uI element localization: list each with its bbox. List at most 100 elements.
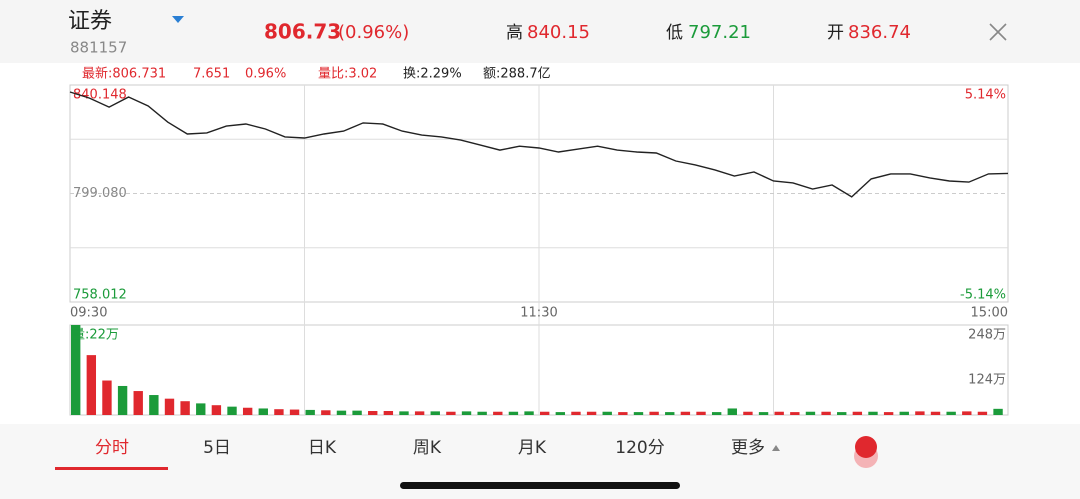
volume-bar	[289, 409, 300, 415]
y-tick-label: 840.148	[73, 88, 127, 103]
record-button[interactable]	[855, 436, 877, 458]
volume-bar	[571, 411, 581, 415]
info-volume-ratio: 量比:3.02	[318, 67, 377, 82]
volume-bar	[211, 405, 222, 415]
volume-bar	[837, 412, 847, 415]
volume-bar	[149, 395, 159, 415]
y2-tick-label: 5.14%	[965, 88, 1006, 103]
high-value: 840.15	[527, 22, 590, 43]
volume-bar	[164, 398, 175, 415]
info-amount: 额:288.7亿	[483, 67, 551, 82]
volume-bar	[133, 391, 143, 415]
info-turnover: 换:2.29%	[403, 67, 462, 82]
y2-tick-label: -5.14%	[960, 288, 1006, 303]
volume-bar	[993, 408, 1003, 415]
volume-bar	[946, 411, 956, 415]
x-tick-label: 09:30	[70, 306, 107, 321]
dropdown-icon[interactable]	[172, 16, 184, 23]
volume-bar	[540, 411, 550, 415]
y-tick-label: 758.012	[73, 288, 127, 303]
volume-bar	[930, 411, 941, 415]
volume-bar	[446, 411, 456, 415]
volume-bar	[727, 408, 737, 415]
volume-bar	[352, 410, 362, 415]
volume-bar	[899, 411, 909, 415]
volume-bar	[790, 412, 800, 415]
tab[interactable]: 5日	[203, 438, 231, 458]
home-indicator	[400, 482, 680, 489]
tab-underline	[55, 467, 168, 470]
tab[interactable]: 分时	[95, 438, 129, 458]
stock-code: 881157	[70, 39, 127, 57]
volume-bar	[242, 407, 253, 415]
volume-bar	[711, 412, 722, 415]
volume-bar	[696, 411, 706, 415]
volume-bar	[915, 411, 925, 415]
close-button[interactable]	[989, 23, 1007, 41]
volume-bar	[883, 412, 894, 415]
y-tick-label: 248万	[968, 328, 1006, 343]
volume-bar	[368, 411, 378, 415]
more-arrow	[772, 445, 780, 451]
volume-bar	[649, 411, 659, 415]
tab[interactable]: 日K	[308, 438, 337, 458]
volume-bar	[493, 411, 503, 415]
y-tick-label: 124万	[968, 373, 1006, 388]
info-pct: 0.96%	[245, 67, 286, 82]
tab[interactable]: 月K	[518, 438, 547, 458]
info-change: 7.651	[193, 67, 230, 82]
volume-bar	[852, 411, 863, 415]
stock-name[interactable]: 证券	[68, 9, 112, 34]
price: 806.73	[264, 20, 341, 44]
volume-bar	[805, 411, 816, 415]
x-tick-label: 15:00	[971, 306, 1008, 321]
volume-bar	[868, 411, 878, 415]
volume-bar	[461, 411, 472, 415]
volume-bar	[180, 401, 190, 415]
high-label: 高	[506, 23, 523, 43]
volume-bar	[633, 412, 644, 415]
open-value: 836.74	[848, 22, 911, 43]
volume-bar	[305, 409, 315, 415]
volume-bar	[274, 409, 284, 415]
volume-bar	[196, 403, 206, 415]
header-bar	[0, 0, 1080, 63]
volume-bar	[524, 411, 534, 415]
volume-bar	[602, 411, 612, 415]
volume-bar	[258, 408, 268, 415]
volume-bar	[977, 411, 988, 415]
volume-bar	[102, 380, 112, 415]
tab[interactable]: 120分	[615, 438, 664, 458]
open-label: 开	[827, 23, 844, 43]
volume-bar	[336, 410, 347, 415]
tabs: 分时 5日 日K 周K 月K 120分 更多	[95, 438, 765, 458]
volume-bar	[399, 411, 409, 415]
x-tick-label: 11:30	[520, 306, 557, 321]
low-label: 低	[666, 23, 683, 43]
volume-bar	[586, 411, 597, 415]
volume-bar	[227, 406, 237, 415]
volume-bar	[321, 410, 331, 415]
price-line	[69, 91, 1009, 198]
volume-bar	[680, 411, 691, 415]
volume-bar	[962, 411, 972, 415]
volume-bar	[665, 412, 675, 415]
volume-bar	[743, 411, 753, 415]
volume-bar	[821, 411, 831, 415]
plot-layer: 09:30 11:30 15:00 758.012 799.080 840.148 -5.1…	[69, 85, 1009, 415]
info-latest: 最新:806.731	[82, 66, 166, 82]
tab[interactable]: 周K	[413, 438, 442, 458]
volume-bar	[86, 355, 97, 415]
volume-bar	[430, 411, 440, 415]
volume-bar	[774, 411, 784, 415]
volume-bar	[555, 412, 566, 415]
volume-bar	[477, 411, 487, 415]
volume-title: 量:22万	[72, 328, 119, 343]
y-tick-label: 799.080	[73, 186, 127, 201]
tab[interactable]: 更多	[731, 438, 765, 458]
volume-bar	[383, 411, 394, 415]
volume-bar	[508, 411, 519, 415]
price-change: (0.96%)	[338, 22, 409, 43]
low-value: 797.21	[688, 22, 751, 43]
